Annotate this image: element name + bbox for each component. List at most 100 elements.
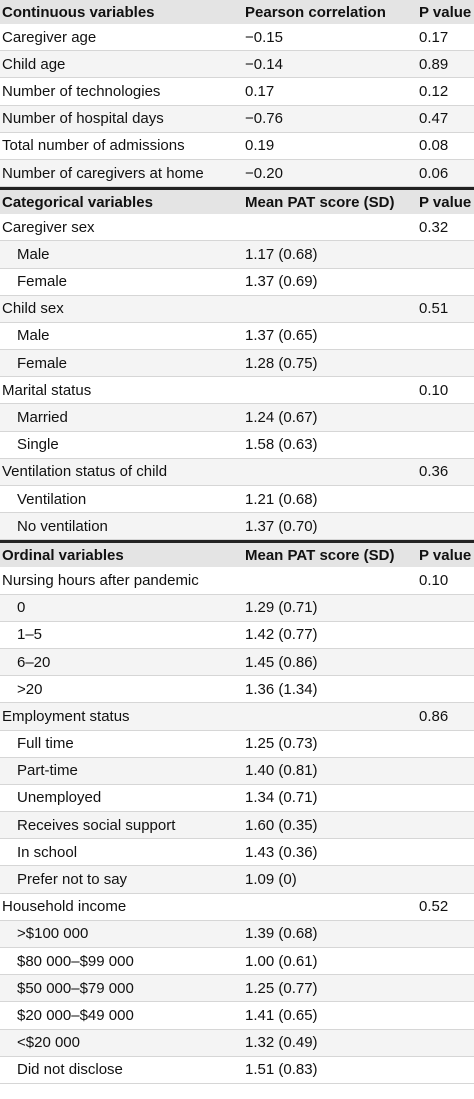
row-label: Full time bbox=[17, 735, 74, 753]
row-label: Unemployed bbox=[17, 789, 102, 807]
table-subrow: Ventilation 1.21 (0.68) bbox=[0, 486, 474, 514]
table-subrow: Single 1.58 (0.63) bbox=[0, 432, 474, 459]
row-label: Female bbox=[17, 354, 68, 372]
row-label: Ventilation status of child bbox=[2, 463, 168, 481]
table-subrow: In school 1.43 (0.36) bbox=[0, 839, 474, 867]
table-subrow: Female 1.28 (0.75) bbox=[0, 350, 474, 378]
row-p-value: 0.12 bbox=[419, 82, 449, 100]
row-label: 1–5 bbox=[17, 626, 43, 644]
row-label: Household income bbox=[2, 898, 127, 916]
section-header: Ordinal variables Mean PAT score (SD) P va… bbox=[0, 540, 474, 568]
table-subrow: Married 1.24 (0.67) bbox=[0, 404, 474, 432]
row-label: No ventilation bbox=[17, 517, 108, 535]
row-label: $20 000–$49 000 bbox=[17, 1006, 134, 1024]
row-value: 1.39 (0.68) bbox=[245, 925, 318, 943]
row-value: 1.24 (0.67) bbox=[245, 409, 318, 427]
row-value: 1.21 (0.68) bbox=[245, 490, 318, 508]
row-p-value: 0.06 bbox=[419, 164, 449, 182]
row-value: 1.37 (0.70) bbox=[245, 517, 318, 535]
row-p-value: 0.32 bbox=[419, 218, 449, 236]
row-value: 1.36 (1.34) bbox=[245, 680, 318, 698]
table-row: Employment status 0.86 bbox=[0, 703, 474, 731]
column-header: Continuous variables bbox=[2, 3, 155, 21]
row-label: Caregiver age bbox=[2, 28, 97, 46]
row-value: 1.58 (0.63) bbox=[245, 436, 318, 454]
row-label: Caregiver sex bbox=[2, 218, 95, 236]
row-value: 1.09 (0) bbox=[245, 871, 297, 889]
row-value: 0.19 bbox=[245, 137, 275, 155]
row-label: Married bbox=[17, 409, 68, 427]
table-subrow: Full time 1.25 (0.73) bbox=[0, 731, 474, 758]
row-value: 1.17 (0.68) bbox=[245, 245, 318, 263]
row-p-value: 0.86 bbox=[419, 707, 449, 725]
table-subrow: Did not disclose 1.51 (0.83) bbox=[0, 1057, 474, 1084]
table-row: Number of technologies 0.17 0.12 bbox=[0, 78, 474, 106]
row-label: $80 000–$99 000 bbox=[17, 952, 134, 970]
row-value: −0.76 bbox=[245, 110, 283, 128]
row-label: Number of technologies bbox=[2, 82, 161, 100]
row-value: 1.40 (0.81) bbox=[245, 762, 318, 780]
table-row: Total number of admissions 0.19 0.08 bbox=[0, 133, 474, 160]
table-subrow: Male 1.17 (0.68) bbox=[0, 241, 474, 269]
row-label: Male bbox=[17, 327, 50, 345]
column-header: P value bbox=[419, 3, 472, 21]
table-subrow: 1–5 1.42 (0.77) bbox=[0, 622, 474, 649]
row-label: Male bbox=[17, 245, 50, 263]
row-label: Number of hospital days bbox=[2, 110, 164, 128]
row-value: 1.42 (0.77) bbox=[245, 626, 318, 644]
section-header: Categorical variables Mean PAT score (SD)… bbox=[0, 187, 474, 215]
column-header: Ordinal variables bbox=[2, 546, 124, 564]
row-label: Prefer not to say bbox=[17, 871, 128, 889]
table-subrow: Male 1.37 (0.65) bbox=[0, 323, 474, 351]
table-row: Number of hospital days −0.76 0.47 bbox=[0, 105, 474, 133]
table-subrow: Female 1.37 (0.69) bbox=[0, 269, 474, 296]
table-subrow: $50 000–$79 000 1.25 (0.77) bbox=[0, 975, 474, 1003]
row-label: Part-time bbox=[17, 762, 78, 780]
column-header: P value bbox=[419, 193, 472, 211]
table-row: Number of caregivers at home −0.20 0.06 bbox=[0, 159, 474, 188]
row-label: Nursing hours after pandemic bbox=[2, 571, 199, 589]
row-value: 1.29 (0.71) bbox=[245, 599, 318, 617]
row-value: 1.32 (0.49) bbox=[245, 1034, 318, 1052]
row-value: −0.14 bbox=[245, 55, 283, 73]
row-p-value: 0.52 bbox=[419, 898, 449, 916]
row-label: 0 bbox=[17, 599, 26, 617]
row-label: In school bbox=[17, 843, 78, 861]
row-value: 1.41 (0.65) bbox=[245, 1006, 318, 1024]
row-label: >20 bbox=[17, 680, 43, 698]
row-value: 1.37 (0.69) bbox=[245, 273, 318, 291]
row-label: Did not disclose bbox=[17, 1061, 123, 1079]
row-value: 1.34 (0.71) bbox=[245, 789, 318, 807]
row-p-value: 0.51 bbox=[419, 300, 449, 318]
row-label: Female bbox=[17, 273, 68, 291]
table-subrow: >20 1.36 (1.34) bbox=[0, 676, 474, 704]
row-p-value: 0.10 bbox=[419, 381, 449, 399]
row-label: Number of caregivers at home bbox=[2, 164, 204, 182]
row-value: 1.45 (0.86) bbox=[245, 653, 318, 671]
row-value: 1.51 (0.83) bbox=[245, 1061, 318, 1079]
table-subrow: <$20 000 1.32 (0.49) bbox=[0, 1029, 474, 1057]
row-label: Ventilation bbox=[17, 490, 87, 508]
row-value: 1.25 (0.73) bbox=[245, 735, 318, 753]
table-subrow: Prefer not to say 1.09 (0) bbox=[0, 866, 474, 894]
table-row: Ventilation status of child 0.36 bbox=[0, 458, 474, 486]
row-value: 0.17 bbox=[245, 82, 275, 100]
row-p-value: 0.36 bbox=[419, 463, 449, 481]
column-header: Pearson correlation bbox=[245, 3, 386, 21]
row-label: Child age bbox=[2, 55, 66, 73]
table-row: Caregiver age −0.15 0.17 bbox=[0, 24, 474, 52]
row-p-value: 0.08 bbox=[419, 137, 449, 155]
row-label: Receives social support bbox=[17, 816, 176, 834]
row-label: Total number of admissions bbox=[2, 137, 185, 155]
row-label: Single bbox=[17, 436, 59, 454]
row-value: −0.15 bbox=[245, 28, 283, 46]
section-header: Continuous variables Pearson correlation P… bbox=[0, 0, 474, 24]
table-row: Child age −0.14 0.89 bbox=[0, 51, 474, 79]
row-p-value: 0.47 bbox=[419, 110, 449, 128]
table-row: Marital status 0.10 bbox=[0, 377, 474, 405]
column-header: Mean PAT score (SD) bbox=[245, 193, 395, 211]
row-label: $50 000–$79 000 bbox=[17, 979, 134, 997]
table-subrow: >$100 000 1.39 (0.68) bbox=[0, 920, 474, 948]
table-subrow: 6–20 1.45 (0.86) bbox=[0, 648, 474, 677]
